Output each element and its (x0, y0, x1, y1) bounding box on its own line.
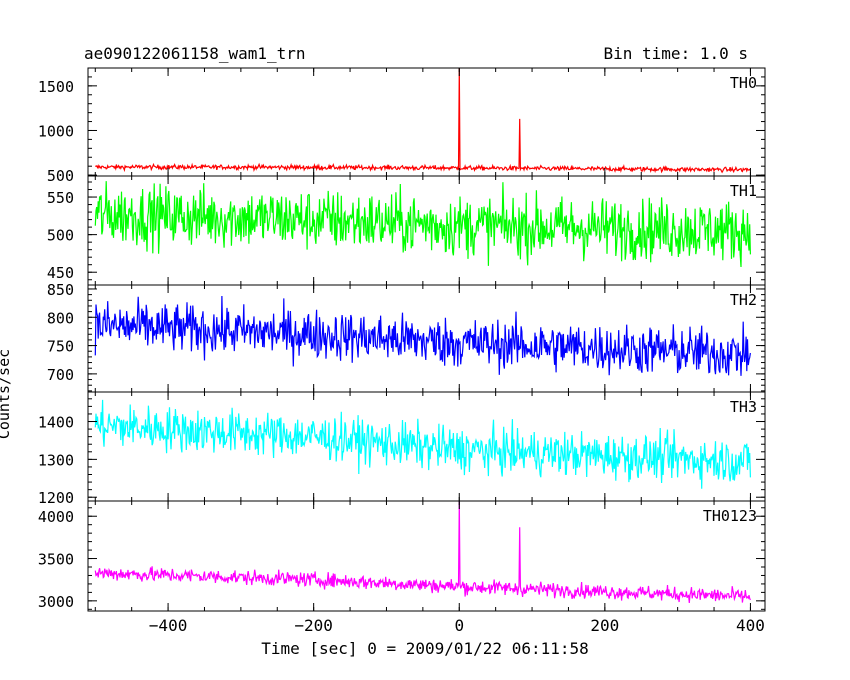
chart-title: ae090122061158_wam1_trn (84, 44, 306, 63)
panel-label: TH3 (730, 398, 757, 416)
panel-frame (87, 67, 766, 177)
y-tick-label: 3000 (38, 593, 74, 611)
y-tick-label: 500 (47, 167, 74, 185)
x-tick-label: 200 (590, 616, 619, 635)
y-axis-label: Counts/sec (0, 348, 13, 440)
panel-frame (87, 500, 766, 612)
panel-th1: 450 500 550 TH1 (47, 175, 766, 286)
y-tick-label: 1300 (38, 451, 74, 469)
panel-frame (87, 391, 766, 502)
x-tick-label: 400 (736, 616, 765, 635)
y-tick-label: 500 (47, 227, 74, 245)
series-line-th1 (94, 181, 751, 268)
series-line-th0123 (94, 501, 751, 604)
x-tick-label: −200 (294, 616, 333, 635)
panel-th0123: 3000 3500 4000 TH0123 (38, 500, 766, 612)
x-tick-label: −400 (149, 616, 188, 635)
panel-label: TH2 (730, 291, 757, 309)
y-tick-label: 850 (47, 281, 74, 299)
y-tick-label: 3500 (38, 551, 74, 569)
y-tick-label: 550 (47, 189, 74, 207)
y-tick-label: 800 (47, 309, 74, 327)
y-tick-label: 1400 (38, 414, 74, 432)
y-tick-label: 1000 (38, 122, 74, 140)
y-tick-label: 750 (47, 338, 74, 356)
panel-th0: 500 1000 1500 TH0 (38, 67, 766, 185)
bin-time-label: Bin time: 1.0 s (603, 44, 749, 63)
series-line-th2 (94, 295, 751, 376)
y-tick-label: 1500 (38, 78, 74, 96)
panel-label: TH0 (730, 74, 757, 92)
panel-th3: 1200 1300 1400 TH3 (38, 391, 766, 507)
y-tick-label: 1200 (38, 489, 74, 507)
panel-label: TH1 (730, 182, 757, 200)
y-tick-label: 700 (47, 366, 74, 384)
x-axis-label: Time [sec] 0 = 2009/01/22 06:11:58 (261, 639, 589, 658)
panel-label: TH0123 (703, 507, 757, 525)
series-line-th0 (95, 68, 751, 174)
x-tick-label: 0 (454, 616, 464, 635)
panel-th2: 700 750 800 850 TH2 (47, 281, 766, 393)
y-tick-label: 450 (47, 264, 74, 282)
y-tick-label: 4000 (38, 508, 74, 526)
series-line-th3 (94, 399, 751, 489)
